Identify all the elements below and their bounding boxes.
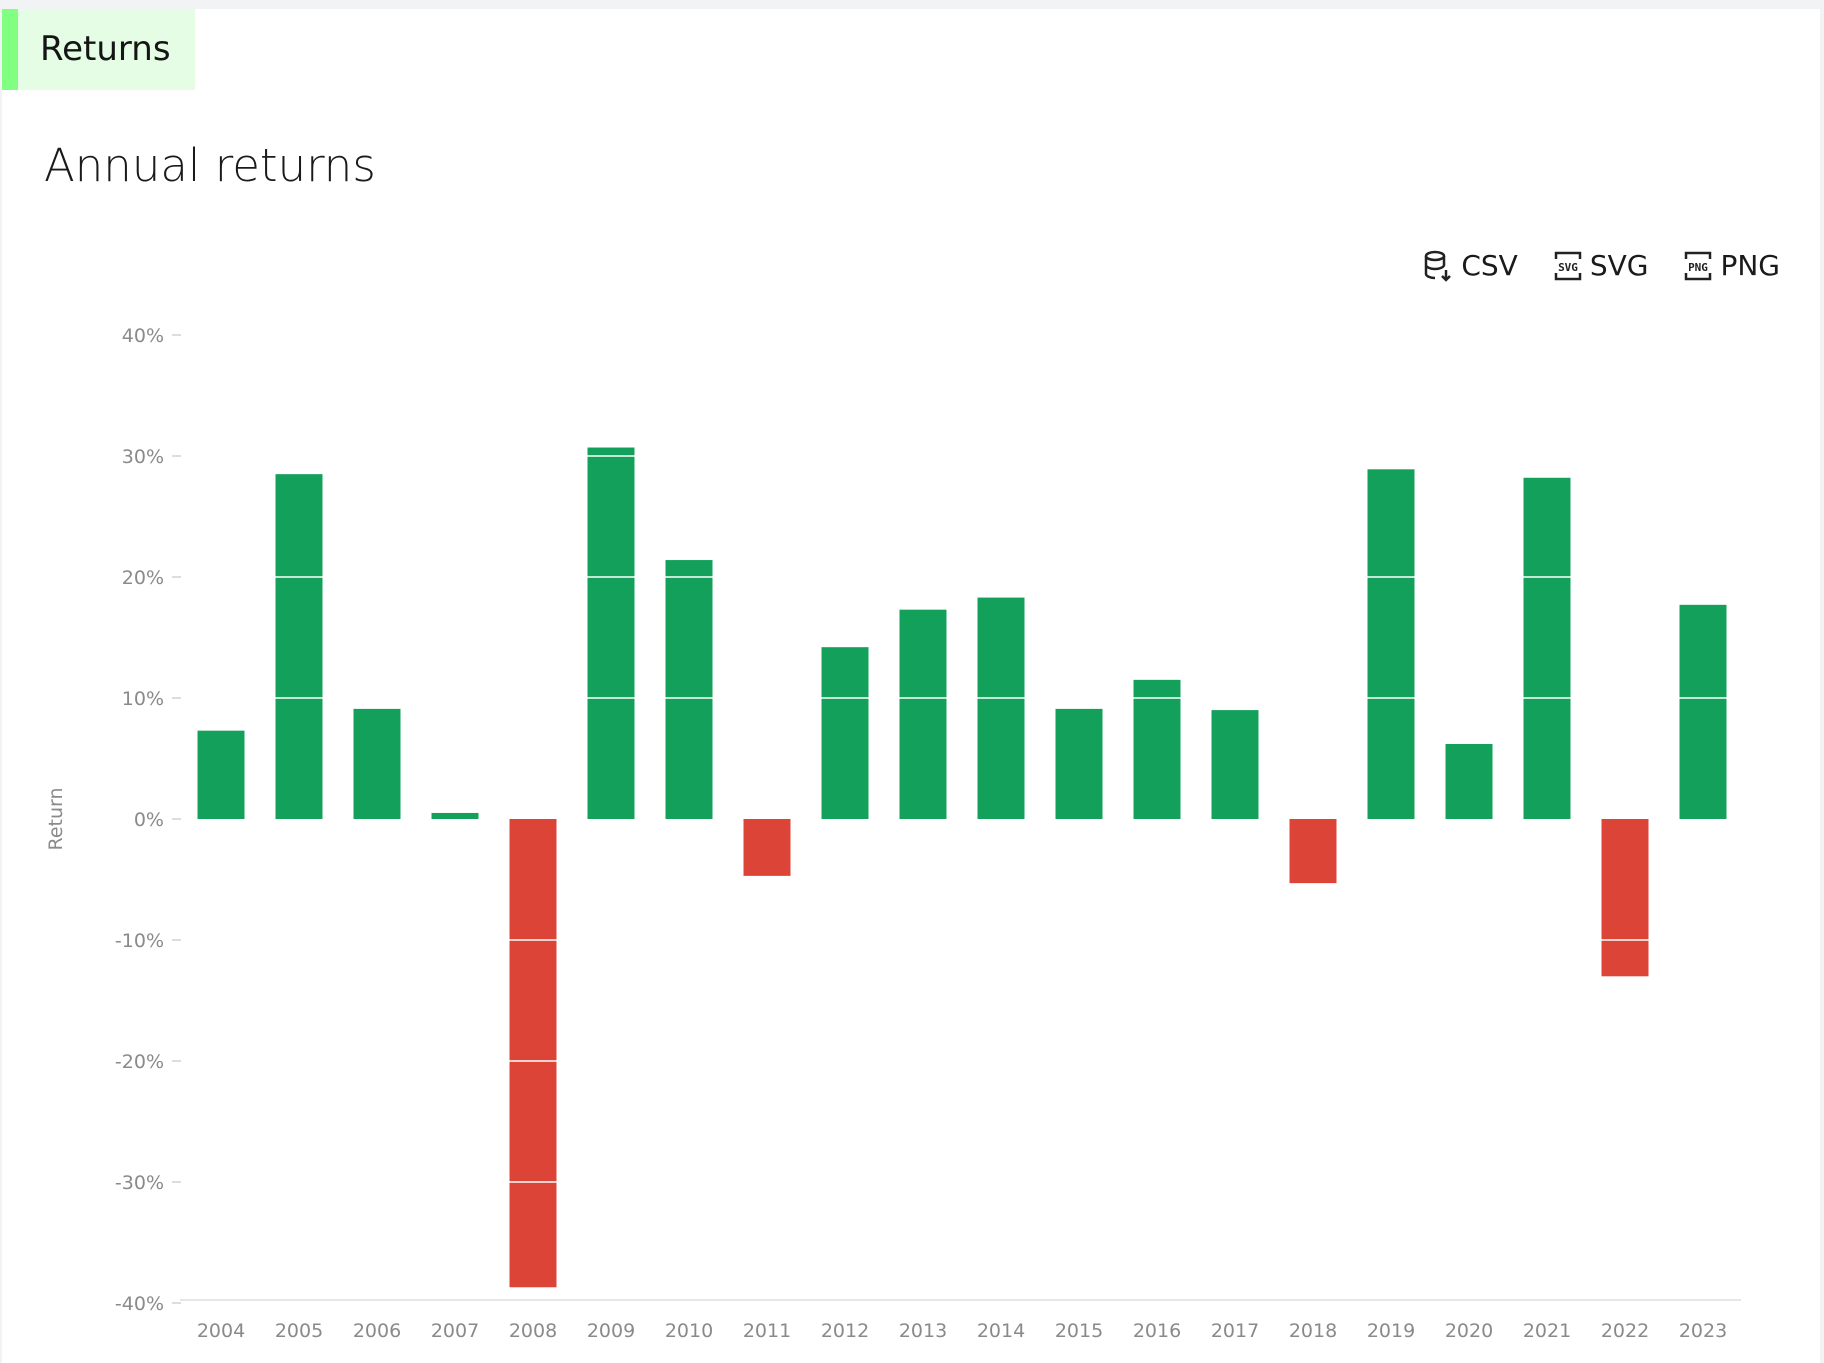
y-tick-label: 10% [122, 688, 164, 710]
export-toolbar: CSV SVG SVG PNG PNG [1423, 249, 1780, 282]
x-tick-label: 2012 [821, 1320, 869, 1342]
export-csv-button[interactable]: CSV [1423, 249, 1518, 282]
y-tick-label: 40% [122, 325, 164, 347]
x-tick-label: 2021 [1523, 1320, 1571, 1342]
x-tick-label: 2011 [743, 1320, 791, 1342]
bar-2015 [1055, 708, 1103, 819]
bar-2022 [1601, 819, 1649, 977]
x-tick-label: 2010 [665, 1320, 713, 1342]
y-tick-label: 30% [122, 446, 164, 468]
y-tick-label: -40% [115, 1293, 164, 1315]
export-svg-button[interactable]: SVG SVG [1554, 249, 1649, 282]
export-png-label: PNG [1720, 249, 1780, 282]
svg-text:PNG: PNG [1689, 261, 1709, 274]
x-tick-label: 2008 [509, 1320, 557, 1342]
y-tick-label: -10% [115, 930, 164, 952]
bar-2013 [899, 609, 947, 819]
tab-label: Returns [40, 29, 171, 69]
bar-2006 [353, 708, 401, 819]
x-tick-label: 2013 [899, 1320, 947, 1342]
bar-2011 [743, 819, 791, 876]
x-tick-label: 2020 [1445, 1320, 1493, 1342]
x-tick-label: 2014 [977, 1320, 1025, 1342]
bar-2010 [665, 560, 713, 819]
png-file-icon: PNG [1685, 251, 1712, 280]
x-tick-label: 2023 [1679, 1320, 1727, 1342]
x-tick-label: 2022 [1601, 1320, 1649, 1342]
x-tick-label: 2005 [275, 1320, 323, 1342]
y-tick-label: -30% [115, 1172, 164, 1194]
y-tick-label: 20% [122, 567, 164, 589]
database-download-icon [1425, 250, 1452, 282]
bar-2019 [1367, 469, 1415, 819]
x-tick-label: 2019 [1367, 1320, 1415, 1342]
chart-title: Annual returns [44, 139, 376, 192]
x-tick-label: 2015 [1055, 1320, 1103, 1342]
bar-2004 [197, 730, 245, 819]
x-tick-label: 2006 [353, 1320, 401, 1342]
export-svg-label: SVG [1589, 249, 1649, 282]
export-csv-label: CSV [1461, 249, 1518, 282]
bar-2016 [1133, 679, 1181, 819]
bar-2012 [821, 647, 869, 819]
export-png-button[interactable]: PNG PNG [1684, 249, 1780, 282]
bar-2018 [1289, 819, 1337, 884]
y-axis-label: Return [45, 787, 67, 850]
y-tick-label: 0% [134, 809, 164, 831]
y-tick-label: -20% [115, 1051, 164, 1073]
x-tick-label: 2018 [1289, 1320, 1337, 1342]
svg-file-icon: SVG [1554, 251, 1582, 280]
x-tick-label: 2004 [197, 1320, 245, 1342]
x-tick-label: 2009 [587, 1320, 635, 1342]
x-tick-label: 2007 [431, 1320, 479, 1342]
x-tick-label: 2016 [1133, 1320, 1181, 1342]
bar-2008 [509, 819, 557, 1288]
bar-2023 [1679, 604, 1727, 819]
bar-2009 [587, 447, 635, 819]
bar-2005 [275, 474, 323, 819]
bar-2020 [1445, 743, 1493, 819]
bar-2017 [1211, 710, 1259, 819]
bar-2007 [431, 812, 479, 819]
svg-text:SVG: SVG [1558, 261, 1578, 274]
bar-2021 [1523, 477, 1571, 819]
tab-returns[interactable]: Returns [2, 9, 195, 90]
x-tick-label: 2017 [1211, 1320, 1259, 1342]
bar-2014 [977, 597, 1025, 819]
